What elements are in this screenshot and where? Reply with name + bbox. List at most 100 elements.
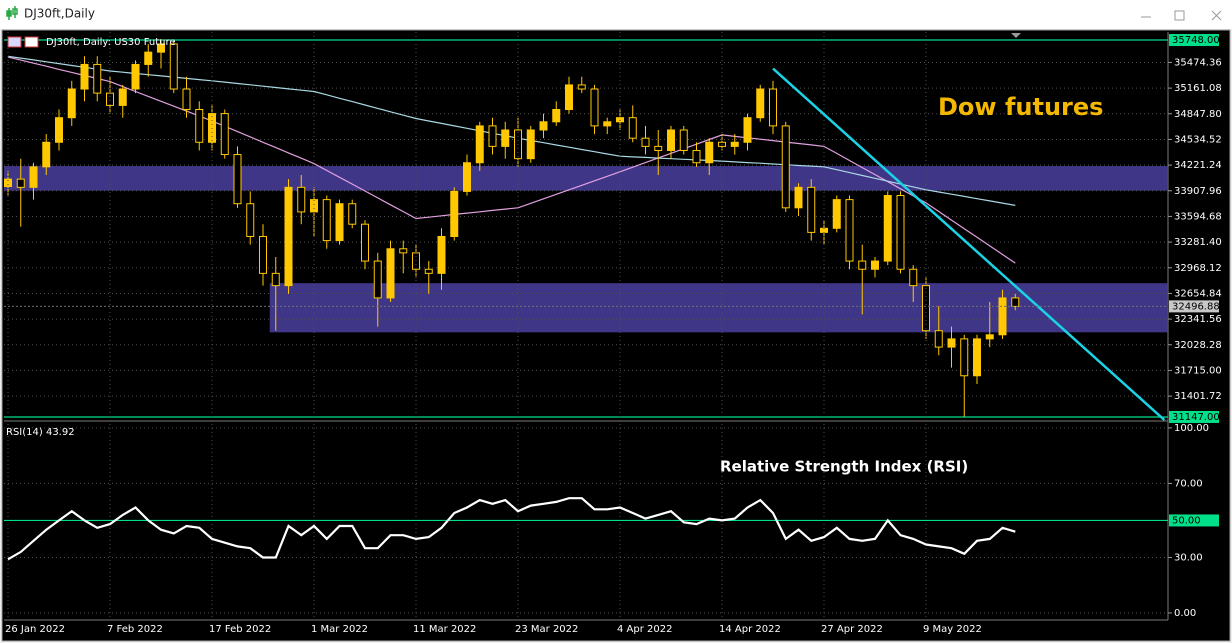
- candle-body: [195, 109, 204, 143]
- moving-average: [7, 56, 1016, 264]
- candle-body: [297, 186, 306, 213]
- candle-body: [985, 334, 994, 340]
- trendline: [772, 67, 1166, 421]
- y-tick-label: 32028.28: [1174, 340, 1222, 351]
- candle-body: [794, 186, 803, 209]
- level-label: 50.00: [1172, 515, 1201, 526]
- candle-body: [386, 248, 395, 299]
- x-tick-label: 23 Mar 2022: [515, 624, 578, 635]
- candle-body: [399, 248, 408, 254]
- candle-body: [29, 166, 38, 188]
- candle-body: [220, 113, 229, 156]
- candle-body: [42, 141, 51, 168]
- y-tick-label: 34221.24: [1174, 160, 1222, 171]
- y-tick-label: 32968.12: [1174, 263, 1222, 274]
- last-price-label: 32496.88: [1172, 301, 1220, 312]
- title-bar: [0, 0, 1232, 29]
- candle-body: [16, 178, 25, 188]
- candle-body: [233, 154, 242, 205]
- candle-body: [424, 268, 433, 274]
- x-tick-label: 4 Apr 2022: [617, 624, 672, 635]
- y-tick-label: 30.00: [1174, 552, 1203, 563]
- candle-body: [616, 117, 624, 123]
- candle-body: [909, 268, 918, 287]
- candle-body: [182, 88, 191, 111]
- candle-body: [157, 43, 165, 53]
- y-tick-label: 0.00: [1174, 608, 1196, 619]
- level-label-bg: [1169, 410, 1219, 423]
- candle-body: [883, 195, 892, 262]
- y-tick-label: 32341.56: [1174, 314, 1222, 325]
- candle-body: [131, 63, 140, 90]
- candle-body: [667, 129, 675, 151]
- y-tick-label: 35474.36: [1174, 57, 1222, 68]
- candle-body: [322, 199, 331, 242]
- x-tick-label: 7 Feb 2022: [107, 624, 163, 635]
- x-tick-label: 26 Jan 2022: [5, 624, 65, 635]
- y-tick-label: 35161.08: [1174, 83, 1222, 94]
- candle-body: [118, 88, 127, 106]
- candle-body: [412, 252, 420, 270]
- level-label-bg: [1169, 34, 1219, 47]
- candle-body: [246, 203, 255, 237]
- candle-body: [871, 260, 879, 270]
- candle-body: [55, 117, 63, 143]
- candle-body: [743, 117, 752, 143]
- candle-body: [807, 186, 816, 233]
- window-controls[interactable]: [1141, 10, 1222, 21]
- candle-body: [692, 149, 701, 164]
- candle-body: [832, 199, 841, 229]
- candle-body: [437, 235, 446, 274]
- candle-body: [475, 125, 484, 164]
- chart-shift-marker[interactable]: [1011, 33, 1021, 38]
- candle-body: [577, 84, 586, 90]
- rsi-title: Relative Strength Index (RSI): [720, 458, 968, 476]
- level-label-bg: [1169, 514, 1219, 527]
- candle-body: [348, 203, 357, 225]
- candle-body: [590, 88, 599, 127]
- candle-body: [552, 109, 561, 123]
- candle-body: [539, 121, 548, 131]
- candle-body: [565, 84, 573, 111]
- y-tick-label: 34847.80: [1174, 109, 1222, 120]
- candle-body: [654, 145, 663, 151]
- y-tick-label: 100.00: [1174, 423, 1209, 434]
- candle-body: [998, 297, 1007, 336]
- candle-body: [730, 141, 739, 147]
- candle-body: [628, 117, 637, 139]
- candle-body: [361, 223, 369, 262]
- candle-body: [526, 129, 535, 160]
- rsi-line: [7, 497, 1016, 561]
- candle-body: [781, 125, 790, 209]
- candle-body: [1011, 297, 1020, 307]
- candle-body: [501, 129, 510, 147]
- candle-body: [335, 203, 344, 242]
- candle-body: [310, 199, 318, 213]
- candle-body: [973, 338, 981, 377]
- candle-body: [4, 178, 12, 188]
- x-tick-label: 14 Apr 2022: [719, 624, 781, 635]
- candle-body: [705, 141, 714, 164]
- x-tick-label: 9 May 2022: [923, 624, 982, 635]
- y-tick-label: 33594.68: [1174, 211, 1222, 222]
- candle-body: [641, 137, 650, 147]
- symbol-icon: [7, 36, 39, 48]
- plot: 35474.36 35161.08 34847.80 34534.52 34221.24…: [4, 32, 1222, 635]
- candle-body: [896, 195, 905, 270]
- candle-body: [271, 272, 280, 287]
- candle-body: [284, 186, 293, 287]
- y-tick-label: 33281.40: [1174, 237, 1222, 248]
- annotation: Dow futures: [938, 93, 1103, 121]
- candle-body: [488, 125, 497, 147]
- candle-body: [934, 330, 943, 348]
- x-tick-label: 17 Feb 2022: [209, 624, 271, 635]
- candle-body: [169, 43, 178, 90]
- candle-body: [756, 88, 765, 119]
- candle-body: [373, 260, 382, 299]
- chart-subtitle: DJ30ft, Daily: US30 Future: [46, 37, 176, 48]
- zone: [269, 283, 1168, 333]
- app-icon: [6, 6, 18, 20]
- candle-body: [858, 260, 867, 270]
- level-label: 35748.00: [1172, 35, 1220, 46]
